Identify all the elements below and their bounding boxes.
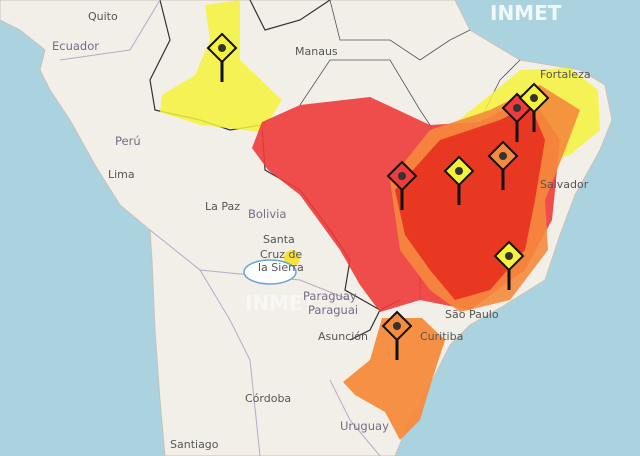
label-santa-cruz-2: Cruz de [260,248,302,261]
label-paraguai: Paraguai [308,303,358,317]
alert-zone-orange-south[interactable] [343,318,445,440]
label-bolivia: Bolivia [248,207,286,221]
label-watermark: INMET [490,1,562,25]
label-santa-cruz: Santa [263,233,295,246]
alert-warning-icon-orange[interactable] [487,140,519,190]
label-peru: Perú [115,134,141,148]
label-la-paz: La Paz [205,200,240,213]
label-paraguay: Paraguay [303,289,357,303]
label-curitiba: Curitiba [420,330,463,343]
alert-warning-icon-yellow[interactable] [206,32,238,82]
neighbor-borders [59,0,381,456]
label-manaus: Manaus [295,45,338,58]
label-sao-paulo: São Paulo [445,308,499,321]
alert-warning-icon-yellow[interactable] [518,82,550,132]
label-santa-cruz-3: la Sierra [258,261,304,274]
alert-warning-icon-yellow[interactable] [443,155,475,205]
alert-warning-icon-orange[interactable] [381,310,413,360]
label-quito: Quito [88,10,118,23]
sun-behind-cloud-icon [243,250,300,285]
label-fortaleza: Fortaleza [540,68,591,81]
label-santiago: Santiago [170,438,219,451]
alert-warning-icon-red[interactable] [386,160,418,210]
label-salvador: Salvador [540,178,589,191]
label-ecuador: Ecuador [52,39,99,53]
alert-warning-icon-yellow[interactable] [493,240,525,290]
label-asuncion: Asunción [318,330,368,343]
label-lima: Lima [108,168,135,181]
label-overlay-watermark: INMET [245,291,317,315]
label-uruguay: Uruguay [340,419,389,433]
label-cordoba: Córdoba [245,392,291,405]
